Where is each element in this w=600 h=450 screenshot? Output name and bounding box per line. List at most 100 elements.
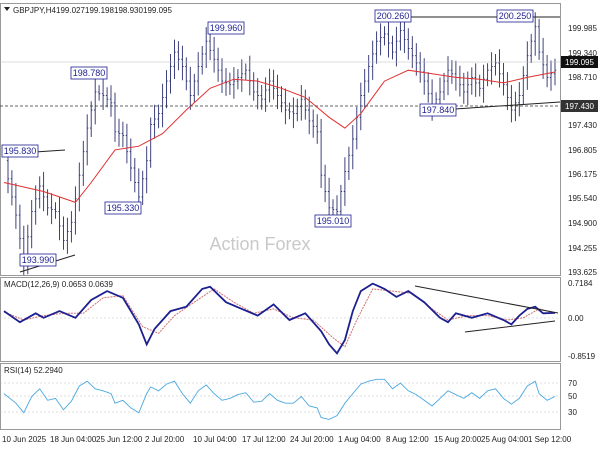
price-bar — [526, 41, 529, 90]
price-bar — [522, 66, 525, 105]
price-bar — [490, 52, 493, 85]
price-bar — [272, 69, 275, 100]
price-bar — [220, 58, 224, 93]
callout-195330: 195.330 — [104, 201, 142, 215]
price-bar — [244, 63, 247, 81]
price-bar — [70, 211, 73, 243]
price-bar — [280, 86, 283, 113]
callout-195330-text: 195.330 — [107, 203, 140, 213]
moving-average-line — [3, 69, 556, 203]
callout-197840: 197.840 — [419, 103, 457, 117]
price-bar — [54, 202, 57, 219]
x-tick-label: 1 Aug 04:00 — [338, 435, 381, 444]
x-tick-label: 18 Jun 04:00 — [50, 435, 97, 444]
price-bar — [446, 56, 450, 96]
callout-193990: 193.990 — [19, 253, 57, 267]
price-bar — [157, 104, 160, 129]
price-bar — [181, 45, 184, 81]
price-bar — [34, 185, 37, 225]
price-bar — [545, 55, 549, 88]
price-bar — [502, 63, 505, 96]
price-bar — [486, 63, 489, 87]
macd-upper-trendline — [414, 285, 559, 314]
price-panel: Action Forex 200.260 200.250 199.960 198… — [0, 6, 561, 275]
price-bar — [530, 33, 533, 63]
price-bar — [94, 77, 97, 125]
price-bar — [141, 170, 144, 205]
price-y-axis: 199.985 199.340 198.710 197.430 196.805 … — [561, 24, 598, 277]
price-bar — [347, 146, 351, 180]
price-tick-label: 194.255 — [568, 244, 597, 253]
price-bar — [387, 19, 390, 58]
price-bar — [38, 176, 41, 209]
price-bar — [125, 123, 129, 164]
price-bar — [177, 41, 180, 71]
price-bar — [161, 83, 164, 128]
callout-200260: 200.260 — [374, 9, 412, 23]
price-bar — [216, 47, 220, 82]
price-bar — [482, 64, 485, 103]
price-bar — [86, 114, 89, 166]
dropdown-triangle-icon[interactable] — [4, 7, 10, 11]
price-bar — [304, 89, 307, 120]
price-bar — [173, 39, 176, 79]
support-price-badge-text: 197.430 — [565, 102, 594, 111]
callout-200260-text: 200.260 — [377, 11, 410, 21]
x-tick-label: 15 Aug 20:00 — [434, 435, 482, 444]
rsi-panel-frame — [0, 363, 561, 430]
price-bar — [193, 73, 196, 103]
x-tick-label: 10 Jun 2025 — [2, 435, 47, 444]
price-tick-label: 199.985 — [568, 24, 597, 33]
price-bar — [133, 158, 136, 193]
price-bar — [117, 118, 121, 147]
callout-200250: 200.250 — [496, 9, 534, 23]
price-tick-label: 198.710 — [568, 73, 597, 82]
rsi-tick-label: 30 — [568, 408, 577, 417]
price-tick-label: 193.625 — [568, 268, 597, 277]
price-bar — [62, 216, 65, 250]
price-bar — [228, 72, 232, 95]
macd-tick-label: -0.8519 — [568, 352, 596, 361]
symbol-label: GBPJPY,H4 — [13, 6, 57, 15]
callout-195010: 195.010 — [314, 214, 352, 228]
callout-198780: 198.780 — [70, 66, 108, 80]
price-bar — [498, 49, 501, 88]
callout-193990-text: 193.990 — [22, 255, 55, 265]
x-tick-label: 10 Jul 04:00 — [193, 435, 237, 444]
price-bar — [50, 193, 53, 225]
price-bar — [201, 46, 204, 75]
price-bar — [383, 26, 386, 46]
price-tick-label: 197.430 — [568, 121, 597, 130]
price-bar — [90, 101, 93, 137]
price-bar — [470, 67, 473, 95]
price-bar — [169, 54, 172, 94]
macd-lower-trendline — [464, 320, 556, 333]
price-tick-label: 196.805 — [568, 146, 597, 155]
callout-197840-text: 197.840 — [422, 105, 455, 115]
price-bar — [367, 55, 370, 93]
price-bar — [276, 74, 279, 109]
price-bar — [208, 31, 212, 61]
left-high-marker — [34, 149, 66, 153]
ohlc-high: 199.198 — [85, 6, 114, 15]
price-bar — [14, 183, 18, 229]
x-tick-label: 25 Jun 12:00 — [96, 435, 143, 444]
price-bar — [363, 69, 366, 108]
macd-label: MACD(12,26,9) 0.0653 0.0639 — [4, 280, 114, 289]
macd-panel: MACD(12,26,9) 0.0653 0.0639 — [0, 280, 560, 355]
price-bar — [403, 16, 406, 53]
price-bar — [534, 12, 537, 56]
price-bar — [232, 67, 236, 99]
price-bar — [74, 186, 77, 235]
macd-tick-label: 0.00 — [568, 314, 584, 323]
price-bar — [129, 138, 132, 182]
macd-panel-frame — [0, 277, 561, 362]
price-bar — [58, 197, 61, 241]
price-bar — [375, 31, 378, 64]
price-bar — [371, 40, 374, 80]
callout-195830-text: 195.830 — [4, 146, 37, 156]
price-bar — [316, 114, 319, 144]
price-panel-frame — [0, 3, 561, 276]
price-bar — [319, 118, 323, 188]
